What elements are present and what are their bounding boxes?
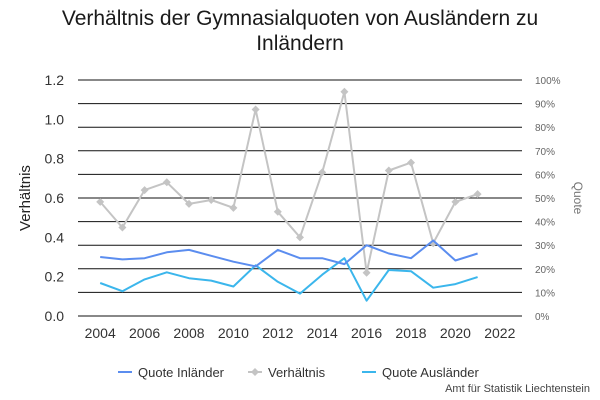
y-left-tick-label: 1.2: [45, 72, 65, 88]
series-line-quote-ausländer: [99, 257, 478, 302]
x-tick-label: 2014: [307, 325, 338, 341]
legend-label: Quote Ausländer: [382, 365, 480, 380]
y-left-tick-label: 0.8: [45, 151, 65, 167]
x-tick-label: 2004: [85, 325, 116, 341]
x-tick-label: 2016: [351, 325, 382, 341]
y-right-tick-label: 40%: [535, 218, 555, 229]
data-point: [118, 223, 127, 232]
x-tick-label: 2020: [440, 325, 471, 341]
series-lines: [96, 87, 482, 302]
y-right-tick-label: 70%: [535, 147, 555, 158]
axes: 0.0 0.2 0.4 0.6 0.8 1.0 1.2 0% 10% 20% 30% 40% 50% 60…: [17, 72, 585, 341]
legend-marker: [251, 368, 259, 376]
y-left-tick-label: 0.0: [45, 308, 65, 324]
data-point: [318, 168, 327, 177]
x-tick-label: 2008: [173, 325, 204, 341]
y-left-tick-label: 0.4: [45, 229, 65, 245]
y-left-tick-label: 0.2: [45, 269, 65, 285]
legend-label: Verhältnis: [268, 365, 326, 380]
data-point: [473, 190, 482, 199]
data-point: [362, 268, 371, 277]
data-point: [251, 105, 260, 114]
data-point: [340, 87, 349, 96]
y-right-axis-label: Quote: [571, 182, 585, 215]
y-right-tick-label: 50%: [535, 194, 555, 205]
y-left-tick-label: 0.6: [45, 190, 65, 206]
data-point: [229, 203, 238, 212]
data-point: [185, 199, 193, 208]
y-right-tick-label: 60%: [535, 170, 555, 181]
data-point: [407, 158, 415, 167]
data-point: [296, 233, 304, 242]
y-left-axis-label: Verhältnis: [17, 165, 34, 231]
series-line-verhältnis: [99, 90, 478, 274]
x-tick-label: 2012: [262, 325, 293, 341]
data-point: [451, 197, 460, 206]
y-right-tick-label: 0%: [535, 312, 550, 323]
x-tick-label: 2010: [218, 325, 249, 341]
data-point: [207, 195, 216, 204]
x-tick-label: 2006: [129, 325, 160, 341]
grid-lines: [78, 79, 522, 317]
data-point: [162, 178, 171, 187]
chart-title: Verhältnis der Gymnasialquoten von Auslä…: [61, 7, 539, 55]
series-line-quote-inländer: [100, 239, 478, 268]
source-note: Amt für Statistik Liechtenstein: [445, 383, 590, 395]
y-right-tick-label: 30%: [535, 241, 555, 252]
data-point: [140, 186, 149, 195]
y-right-tick-label: 90%: [535, 100, 555, 111]
x-tick-label: 2018: [395, 325, 426, 341]
data-point: [384, 166, 393, 175]
x-tick-label: 2022: [484, 325, 515, 341]
data-point: [273, 207, 282, 216]
y-right-tick-label: 20%: [535, 265, 555, 276]
legend: Quote Inländer Verhältnis Quote Ausländer: [118, 365, 480, 380]
y-right-tick-label: 100%: [535, 76, 561, 87]
y-right-tick-label: 10%: [535, 288, 555, 299]
y-left-tick-label: 1.0: [45, 111, 65, 127]
legend-label: Quote Inländer: [138, 365, 225, 380]
data-point: [96, 197, 105, 206]
y-right-tick-label: 80%: [535, 123, 555, 134]
